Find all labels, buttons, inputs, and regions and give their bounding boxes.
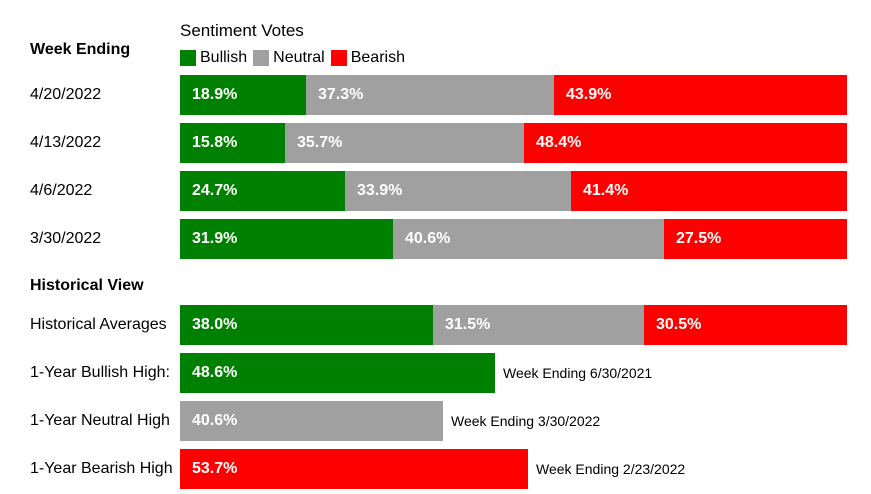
week-row-3-neutral-segment: 33.9% [345,171,571,211]
week-row-2-bar: 15.8% 35.7% 48.4% [180,123,847,163]
historical-averages-bullish-value-label: 38.0% [192,316,238,333]
legend: Bullish Neutral Bearish [180,48,411,68]
week-row-2-bearish-segment: 48.4% [524,123,847,163]
week-row-1-label: 4/20/2022 [30,86,102,103]
week-row-1-bullish-value-label: 18.9% [192,86,238,103]
week-row-2-bearish-value-label: 48.4% [536,134,582,151]
historical-averages-bearish-segment: 30.5% [644,305,847,345]
week-row-4-bullish-value-label: 31.9% [192,230,238,247]
one-year-bullish-high-value-label: 48.6% [192,364,238,381]
week-row-1-bullish-segment: 18.9% [180,75,306,115]
one-year-bullish-high-bar: 48.6% [180,353,495,393]
legend-label-bearish: Bearish [350,49,405,66]
one-year-bullish-high-week-note: Week Ending 6/30/2021 [503,365,653,381]
legend-label-bullish: Bullish [200,49,248,66]
historical-averages-label: Historical Averages [30,316,167,333]
week-row-3-label: 4/6/2022 [30,182,93,199]
week-row-3-neutral-value-label: 33.9% [357,182,403,199]
week-row-4-neutral-segment: 40.6% [393,219,664,259]
legend-swatch-bullish [180,50,196,66]
historical-averages-neutral-segment: 31.5% [433,305,644,345]
one-year-neutral-high-value-label: 40.6% [192,412,238,429]
historical-view-heading: Historical View [30,277,144,294]
historical-averages-bullish-segment: 38.0% [180,305,433,345]
week-row-3-bar: 24.7% 33.9% 41.4% [180,171,847,211]
one-year-bearish-high-value-label: 53.7% [192,460,238,477]
week-row-4-neutral-value-label: 40.6% [405,230,451,247]
week-row-3-bearish-value-label: 41.4% [583,182,629,199]
week-row-2-label: 4/13/2022 [30,134,102,151]
one-year-bearish-high-week-note: Week Ending 2/23/2022 [536,461,686,477]
one-year-bearish-high-label: 1-Year Bearish High [30,460,173,477]
week-row-2-bullish-segment: 15.8% [180,123,285,163]
legend-item-bullish: Bullish [180,49,247,67]
one-year-neutral-high-label: 1-Year Neutral High [30,412,170,429]
week-row-3-bullish-value-label: 24.7% [192,182,238,199]
week-row-4-bearish-segment: 27.5% [664,219,847,259]
week-row-1-neutral-value-label: 37.3% [318,86,364,103]
one-year-neutral-high-bar: 40.6% [180,401,443,441]
one-year-bearish-high-bar: 53.7% [180,449,528,489]
week-row-4-bullish-segment: 31.9% [180,219,393,259]
one-year-neutral-high-week-note: Week Ending 3/30/2022 [451,413,601,429]
week-row-3-bullish-segment: 24.7% [180,171,345,211]
week-row-2-neutral-value-label: 35.7% [297,134,343,151]
legend-label-neutral: Neutral [273,49,325,66]
historical-averages-bar: 38.0% 31.5% 30.5% [180,305,847,345]
one-year-bullish-high-label: 1-Year Bullish High: [30,364,170,381]
week-row-2-bullish-value-label: 15.8% [192,134,238,151]
week-row-1-bearish-segment: 43.9% [554,75,847,115]
chart-title: Sentiment Votes [180,21,304,40]
week-row-1-bearish-value-label: 43.9% [566,86,612,103]
week-ending-heading: Week Ending [30,41,131,58]
week-row-1-neutral-segment: 37.3% [306,75,554,115]
historical-averages-bearish-value-label: 30.5% [656,316,702,333]
week-row-4-label: 3/30/2022 [30,230,102,247]
historical-averages-neutral-value-label: 31.5% [445,316,491,333]
legend-swatch-neutral [253,50,270,66]
week-row-2-neutral-segment: 35.7% [285,123,524,163]
week-row-3-bearish-segment: 41.4% [571,171,847,211]
week-row-4-bearish-value-label: 27.5% [676,230,722,247]
week-row-4-bar: 31.9% 40.6% 27.5% [180,219,847,259]
week-row-1-bar: 18.9% 37.3% 43.9% [180,75,847,115]
legend-item-bearish: Bearish [330,49,405,67]
legend-item-neutral: Neutral [253,49,325,67]
legend-swatch-bearish [330,50,347,66]
